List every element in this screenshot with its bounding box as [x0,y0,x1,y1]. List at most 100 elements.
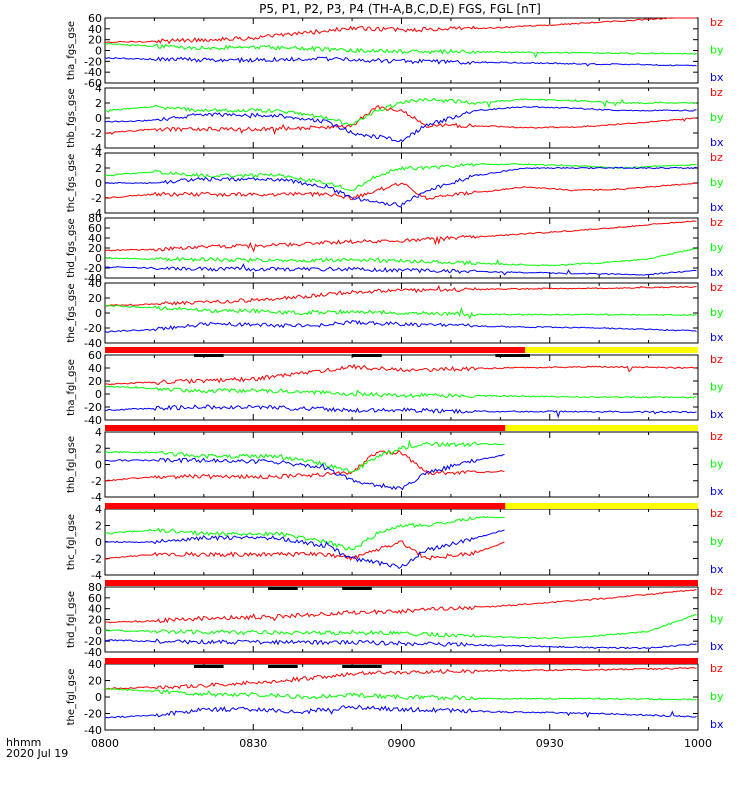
mode-mark [268,665,298,668]
y-tick-label: 0 [95,177,102,190]
x-tick-label: 0930 [536,737,564,750]
series-line-bz [104,182,697,201]
mode-bar-red [105,580,698,586]
y-tick-label: 0 [95,112,102,125]
mode-bar-3 [105,503,698,509]
y-tick-label: 0 [95,624,102,637]
y-tick-label: -4 [91,569,102,582]
series-line-bx [104,404,697,419]
series-line-bx [104,638,697,650]
y-tick-label: -40 [84,724,102,737]
series-line-bx [104,454,505,491]
series-line-by [104,385,697,399]
series-line-by [104,162,697,192]
mode-bar-red [105,658,698,664]
series-line-bz [105,589,697,624]
legend-bx: bx [710,563,724,576]
series-line-by [104,439,505,473]
panel-ylabel: tha_fgs_gse [66,21,77,80]
y-tick-label: -20 [84,635,102,648]
y-tick-label: -20 [84,401,102,414]
chart-panel-3: 4 2 0 -2 -4 thc_fgs_gse bz by bx [66,147,724,220]
y-tick-label: -4 [91,207,102,220]
y-tick-label: -20 [84,322,102,335]
legend-bz: bz [710,151,723,164]
mode-bar-5 [105,658,698,668]
legend-bx: bx [710,266,724,279]
x-tick-label: 0900 [388,737,416,750]
mode-bar-red [105,503,506,509]
series-line-by [104,248,697,267]
y-tick-label: -4 [91,491,102,504]
mode-bar-4 [105,580,698,590]
y-tick-label: -40 [84,66,102,79]
y-tick-label: -2 [91,192,102,205]
legend-by: by [710,241,724,254]
legend-bz: bz [710,86,723,99]
y-tick-label: 60 [88,222,102,235]
panel-ylabel: thb_fgl_gse [66,436,77,493]
mode-mark [193,354,224,357]
legend-bz: bz [710,507,723,520]
panel-ylabel: thd_fgl_gse [66,591,77,648]
series-line-by [104,614,697,640]
mode-mark [495,354,530,357]
y-tick-label: 20 [88,34,102,47]
legend-by: by [710,176,724,189]
y-tick-label: -20 [84,262,102,275]
y-tick-label: 20 [88,614,102,627]
y-tick-label: 0 [95,45,102,58]
y-tick-label: 4 [95,503,102,516]
series-line-bz [104,667,697,690]
series-line-bz [104,449,505,482]
panel-ylabel: the_fgs_gse [66,283,77,342]
legend-bx: bx [710,331,724,344]
y-tick-label: 0 [95,536,102,549]
series-line-bz [104,220,697,253]
panel-ylabel: tha_fgl_gse [66,359,77,416]
series-line-bx [104,263,697,276]
y-tick-label: 2 [95,442,102,455]
y-tick-label: 4 [95,147,102,160]
series-line-bx [104,704,697,719]
y-tick-label: 60 [88,12,102,25]
series-line-bx [104,529,505,570]
panel-frame [104,508,699,576]
y-tick-label: -2 [91,127,102,140]
y-tick-label: 20 [88,292,102,305]
y-tick-label: 2 [95,520,102,533]
y-tick-label: 40 [88,362,102,375]
y-tick-label: 0 [95,691,102,704]
panel-ylabel: thc_fgl_gse [66,514,77,570]
y-tick-label: 40 [88,277,102,290]
series-line-bz [104,540,505,562]
legend-bx: bx [710,136,724,149]
y-tick-label: 40 [88,232,102,245]
chart-panel-8: 4 2 0 -2 -4 thc_fgl_gse bz by bx [66,503,724,582]
legend-bx: bx [710,718,724,731]
y-tick-label: 40 [88,23,102,36]
y-tick-label: -40 [84,272,102,285]
panel-ylabel: thc_fgs_gse [66,154,77,213]
series-line-by [104,516,505,551]
y-tick-label: -60 [84,77,102,90]
mode-mark [352,354,382,357]
legend-bz: bz [710,216,723,229]
legend-by: by [710,306,724,319]
y-tick-label: 20 [88,675,102,688]
series-line-by [104,42,697,59]
x-tick-label: 1000 [684,737,712,750]
y-tick-label: 2 [95,162,102,175]
legend-bx: bx [710,201,724,214]
chart-title: P5, P1, P2, P3, P4 (TH-A,B,C,D,E) FGS, F… [259,2,541,16]
panel-ylabel: thb_fgs_gse [66,88,77,147]
legend-bz: bz [710,16,723,29]
mode-bar-1 [105,347,698,357]
legend-by: by [710,44,724,57]
legend-by: by [710,381,724,394]
series-line-bx [104,105,697,143]
